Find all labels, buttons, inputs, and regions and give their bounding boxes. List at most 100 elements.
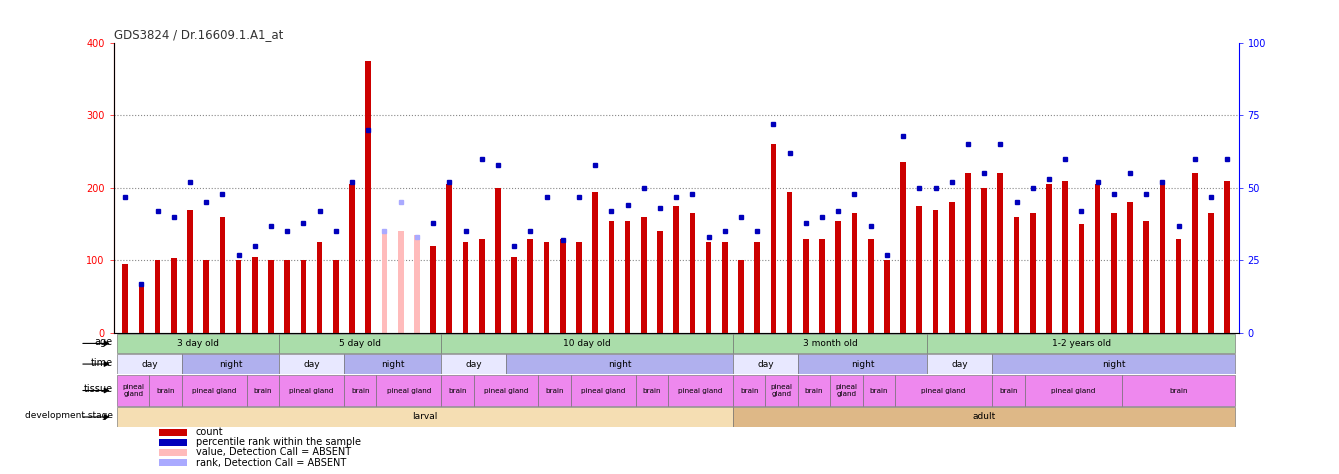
Text: percentile rank within the sample: percentile rank within the sample xyxy=(195,438,362,447)
Bar xyxy=(155,261,161,333)
Bar xyxy=(636,375,668,406)
Bar xyxy=(441,355,506,374)
Bar xyxy=(279,334,441,353)
Bar xyxy=(868,239,873,333)
Bar xyxy=(344,355,441,374)
Bar xyxy=(116,375,150,406)
Bar xyxy=(738,261,744,333)
Bar xyxy=(159,438,187,446)
Text: pineal gland: pineal gland xyxy=(483,388,528,393)
Bar xyxy=(981,188,987,333)
Bar xyxy=(474,375,538,406)
Bar xyxy=(528,239,533,333)
Bar xyxy=(159,428,187,436)
Text: 1-2 years old: 1-2 years old xyxy=(1052,339,1111,348)
Bar xyxy=(398,231,403,333)
Bar xyxy=(998,173,1003,333)
Text: pineal
gland: pineal gland xyxy=(836,384,857,397)
Bar xyxy=(657,231,663,333)
Bar xyxy=(928,355,992,374)
Bar xyxy=(625,220,631,333)
Bar xyxy=(1224,181,1231,333)
Bar xyxy=(1127,202,1133,333)
Bar xyxy=(949,202,955,333)
Bar xyxy=(992,355,1236,374)
Bar xyxy=(884,261,889,333)
Bar xyxy=(1160,184,1165,333)
Bar xyxy=(706,242,711,333)
Bar xyxy=(300,261,307,333)
Bar xyxy=(495,188,501,333)
Bar xyxy=(668,375,732,406)
Bar xyxy=(204,261,209,333)
Text: larval: larval xyxy=(412,412,438,421)
Text: 3 month old: 3 month old xyxy=(803,339,857,348)
Bar xyxy=(279,375,344,406)
Text: pineal gland: pineal gland xyxy=(191,388,237,393)
Text: brain: brain xyxy=(545,388,564,393)
Bar xyxy=(441,375,474,406)
Bar xyxy=(159,459,187,466)
Bar xyxy=(852,213,857,333)
Bar xyxy=(544,242,549,333)
Bar xyxy=(1095,184,1101,333)
Bar xyxy=(830,375,862,406)
Text: tissue: tissue xyxy=(83,384,112,394)
Text: brain: brain xyxy=(253,388,272,393)
Bar xyxy=(463,242,469,333)
Text: pineal
gland: pineal gland xyxy=(122,384,145,397)
Text: brain: brain xyxy=(449,388,467,393)
Bar xyxy=(246,375,279,406)
Bar xyxy=(916,206,923,333)
Text: pineal gland: pineal gland xyxy=(581,388,625,393)
Bar xyxy=(366,61,371,333)
Text: night: night xyxy=(380,360,404,369)
Text: count: count xyxy=(195,428,224,438)
Bar xyxy=(862,375,894,406)
Bar xyxy=(1030,213,1035,333)
Bar xyxy=(268,261,274,333)
Bar xyxy=(933,210,939,333)
Text: development stage: development stage xyxy=(24,411,112,420)
Text: day: day xyxy=(757,360,774,369)
Bar xyxy=(479,239,485,333)
Bar xyxy=(414,235,419,333)
Bar xyxy=(382,231,387,333)
Text: pineal gland: pineal gland xyxy=(1051,388,1095,393)
Bar xyxy=(570,375,636,406)
Bar xyxy=(641,217,647,333)
Bar xyxy=(430,246,437,333)
Text: brain: brain xyxy=(740,388,758,393)
Text: night: night xyxy=(1102,360,1126,369)
Text: GDS3824 / Dr.16609.1.A1_at: GDS3824 / Dr.16609.1.A1_at xyxy=(114,28,283,42)
Bar xyxy=(349,184,355,333)
Text: night: night xyxy=(218,360,242,369)
Bar xyxy=(284,261,291,333)
Bar xyxy=(754,242,761,333)
Bar xyxy=(1208,213,1214,333)
Text: 5 day old: 5 day old xyxy=(339,339,382,348)
Text: brain: brain xyxy=(999,388,1018,393)
Bar xyxy=(1062,181,1069,333)
Bar xyxy=(187,210,193,333)
Bar xyxy=(446,184,453,333)
Bar xyxy=(116,355,182,374)
Text: brain: brain xyxy=(1169,388,1188,393)
Bar xyxy=(690,213,695,333)
Bar xyxy=(1024,375,1122,406)
Text: adult: adult xyxy=(972,412,996,421)
Text: time: time xyxy=(91,358,112,368)
Bar xyxy=(1014,217,1019,333)
Text: 10 day old: 10 day old xyxy=(564,339,611,348)
Text: brain: brain xyxy=(643,388,661,393)
Bar xyxy=(116,334,279,353)
Bar xyxy=(766,375,798,406)
Bar xyxy=(836,220,841,333)
Bar xyxy=(1122,375,1236,406)
Text: brain: brain xyxy=(157,388,175,393)
Text: rank, Detection Call = ABSENT: rank, Detection Call = ABSENT xyxy=(195,457,347,467)
Bar xyxy=(965,173,971,333)
Bar xyxy=(1046,184,1052,333)
Text: day: day xyxy=(141,360,158,369)
Bar xyxy=(150,375,182,406)
